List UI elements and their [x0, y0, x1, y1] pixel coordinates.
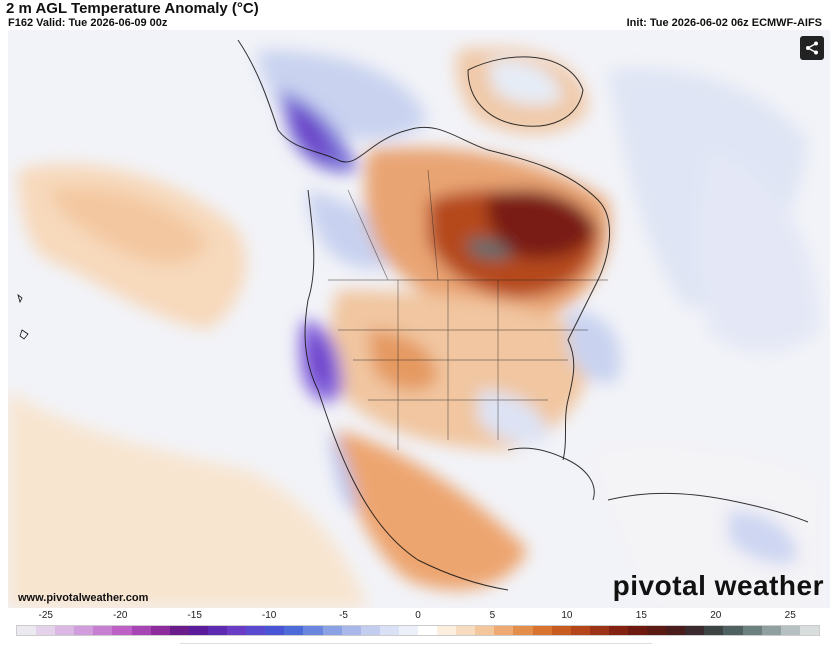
legend-swatch [647, 626, 667, 635]
legend-tick-label: -20 [112, 610, 128, 621]
legend-swatch [360, 626, 380, 635]
legend-swatch [437, 626, 457, 635]
legend-swatch [379, 626, 399, 635]
legend-swatch [628, 626, 648, 635]
legend-swatch [188, 626, 208, 635]
legend-tick-label: -5 [339, 610, 348, 621]
legend-swatch [704, 626, 724, 635]
legend-swatch [589, 626, 609, 635]
anomaly-map[interactable]: www.pivotalweather.com pivotal weather [8, 30, 830, 608]
legend-swatch [532, 626, 552, 635]
legend-swatch [761, 626, 781, 635]
website-url: www.pivotalweather.com [18, 592, 149, 604]
init-time: Init: Tue 2026-06-02 06z ECMWF-AIFS [626, 17, 822, 29]
legend-swatch [74, 626, 94, 635]
legend-swatch [112, 626, 132, 635]
legend-swatch [246, 626, 266, 635]
legend-swatch [131, 626, 151, 635]
legend-tick-label: 20 [710, 610, 722, 621]
legend-swatch [513, 626, 533, 635]
legend-swatch [93, 626, 113, 635]
legend-swatch [303, 626, 323, 635]
legend-tick-label: -25 [38, 610, 53, 621]
legend-swatch [207, 626, 228, 635]
divider [180, 643, 652, 644]
legend-swatch [666, 626, 686, 635]
legend-tick-label: 5 [489, 610, 496, 621]
color-legend: -25 -20 -15 -10 -5 0 5 10 15 20 25 [16, 610, 820, 644]
legend-tick-label: 10 [561, 610, 573, 621]
brand-logo: pivotal weather [612, 570, 824, 601]
legend-swatch [150, 626, 170, 635]
map-canvas [8, 30, 830, 608]
legend-tick-label: -10 [261, 610, 277, 621]
valid-time: F162 Valid: Tue 2026-06-09 00z [8, 17, 168, 29]
legend-swatch [551, 626, 571, 635]
legend-swatch [608, 626, 628, 635]
legend-swatch [799, 626, 819, 635]
legend-bar [16, 625, 820, 636]
legend-tick-label: -15 [187, 610, 202, 621]
legend-swatch [685, 626, 705, 635]
legend-swatch [742, 626, 762, 635]
legend-swatch [475, 626, 495, 635]
legend-swatch [456, 626, 476, 635]
legend-swatch [723, 626, 743, 635]
legend-swatch [265, 626, 285, 635]
legend-swatch [169, 626, 189, 635]
legend-swatch [227, 626, 247, 635]
legend-swatch [55, 626, 75, 635]
legend-tick-label: 0 [415, 610, 421, 621]
share-button[interactable] [800, 36, 824, 60]
legend-swatch [284, 626, 304, 635]
map-title: 2 m AGL Temperature Anomaly (°C) [6, 0, 259, 17]
legend-swatch [341, 626, 361, 635]
legend-swatch [322, 626, 342, 635]
legend-swatch [398, 626, 418, 635]
legend-swatch [570, 626, 590, 635]
legend-tick-label: 25 [784, 610, 796, 621]
legend-swatch [17, 626, 37, 635]
legend-labels: -25 -20 -15 -10 -5 0 5 10 15 20 25 [16, 610, 820, 624]
share-icon [806, 41, 818, 55]
legend-swatch [36, 626, 56, 635]
legend-swatch [417, 626, 438, 635]
legend-swatch [780, 626, 800, 635]
legend-swatch [494, 626, 514, 635]
legend-tick-label: 15 [635, 610, 647, 621]
